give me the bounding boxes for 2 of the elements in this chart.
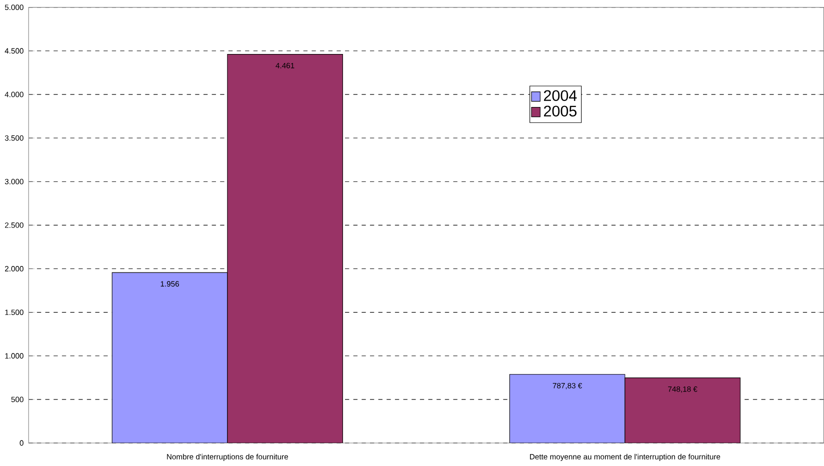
legend-label: 2004: [544, 90, 577, 102]
legend-label: 2005: [544, 106, 577, 117]
